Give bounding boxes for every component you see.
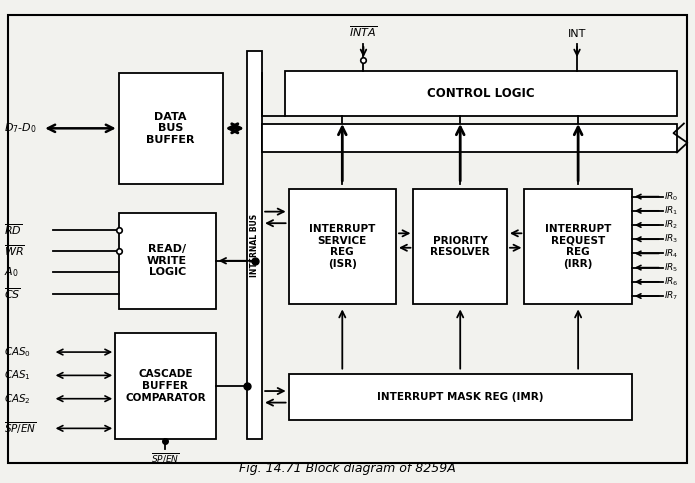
Text: $\overline{INTA}$: $\overline{INTA}$ <box>350 25 377 39</box>
Text: $IR_3$: $IR_3$ <box>664 233 679 245</box>
Bar <box>262 124 677 153</box>
Text: $CAS_2$: $CAS_2$ <box>4 392 31 406</box>
Text: DATA
BUS
BUFFER: DATA BUS BUFFER <box>147 112 195 145</box>
Text: $\overline{WR}$: $\overline{WR}$ <box>4 244 25 258</box>
Text: $CAS_1$: $CAS_1$ <box>4 369 31 382</box>
Text: $D_7$-$D_0$: $D_7$-$D_0$ <box>4 121 37 135</box>
Text: $CAS_0$: $CAS_0$ <box>4 345 31 359</box>
Text: CASCADE
BUFFER
COMPARATOR: CASCADE BUFFER COMPARATOR <box>125 369 206 403</box>
Bar <box>247 51 262 439</box>
Text: $IR_6$: $IR_6$ <box>664 276 679 288</box>
Bar <box>119 73 222 184</box>
Text: Fig. 14.71 Block diagram of 8259A: Fig. 14.71 Block diagram of 8259A <box>239 462 456 475</box>
Text: $\overline{SP/EN}$: $\overline{SP/EN}$ <box>151 451 180 465</box>
Bar <box>285 71 677 116</box>
Bar <box>288 188 396 304</box>
Bar <box>288 374 632 420</box>
Text: $IR_4$: $IR_4$ <box>664 247 679 260</box>
Bar <box>119 213 215 309</box>
Text: INTERRUPT
REQUEST
REG
(IRR): INTERRUPT REQUEST REG (IRR) <box>545 224 612 269</box>
Bar <box>524 188 632 304</box>
Text: $IR_2$: $IR_2$ <box>664 219 679 231</box>
Text: $\overline{RD}$: $\overline{RD}$ <box>4 223 22 237</box>
Bar <box>115 333 215 439</box>
Text: $IR_1$: $IR_1$ <box>664 205 679 217</box>
Text: PRIORITY
RESOLVER: PRIORITY RESOLVER <box>430 236 490 257</box>
Text: $IR_5$: $IR_5$ <box>664 261 679 274</box>
Text: READ/
WRITE
LOGIC: READ/ WRITE LOGIC <box>147 244 187 277</box>
Bar <box>414 188 507 304</box>
Text: INTERNAL BUS: INTERNAL BUS <box>250 213 259 277</box>
Text: $\overline{CS}$: $\overline{CS}$ <box>4 286 21 301</box>
Text: $IR_0$: $IR_0$ <box>664 190 679 203</box>
Text: $\overline{SP/EN}$: $\overline{SP/EN}$ <box>4 421 37 436</box>
Text: INT: INT <box>568 29 586 39</box>
Text: INTERRUPT
SERVICE
REG
(ISR): INTERRUPT SERVICE REG (ISR) <box>309 224 375 269</box>
Text: INTERRUPT MASK REG (IMR): INTERRUPT MASK REG (IMR) <box>377 392 543 402</box>
Text: CONTROL LOGIC: CONTROL LOGIC <box>427 87 535 100</box>
Text: $IR_7$: $IR_7$ <box>664 290 679 302</box>
Text: $A_0$: $A_0$ <box>4 266 19 279</box>
